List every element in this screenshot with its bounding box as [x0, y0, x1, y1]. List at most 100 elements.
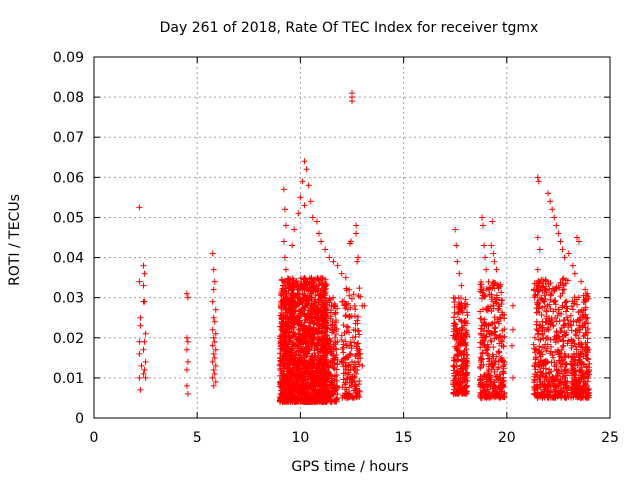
- roti-point: [580, 307, 587, 314]
- roti-point: [348, 295, 355, 302]
- roti-point: [453, 390, 460, 397]
- roti-point: [459, 390, 466, 397]
- roti-point: [481, 392, 488, 399]
- roti-point: [543, 374, 550, 381]
- roti-point: [495, 348, 502, 355]
- roti-point: [285, 281, 292, 288]
- roti-point: [285, 377, 292, 384]
- roti-point: [353, 351, 360, 358]
- roti-point: [281, 332, 288, 339]
- roti-point: [356, 285, 363, 292]
- roti-point: [569, 306, 576, 313]
- roti-point: [301, 202, 308, 209]
- roti-point: [141, 270, 148, 277]
- roti-point: [580, 388, 587, 395]
- roti-point: [488, 360, 495, 367]
- roti-point: [573, 351, 580, 358]
- roti-point: [289, 398, 296, 405]
- roti-point: [481, 372, 488, 379]
- roti-point: [556, 350, 563, 357]
- roti-point: [281, 279, 288, 286]
- roti-point: [481, 242, 488, 249]
- roti-point: [547, 279, 554, 286]
- roti-point: [347, 351, 354, 358]
- roti-point: [453, 331, 460, 338]
- roti-point: [456, 270, 463, 277]
- roti-point: [332, 309, 339, 316]
- roti-point: [483, 266, 490, 273]
- roti-point: [349, 98, 355, 105]
- roti-point: [478, 322, 485, 329]
- roti-point: [341, 381, 348, 388]
- roti-point: [536, 322, 543, 329]
- roti-point: [558, 354, 565, 361]
- roti-point: [531, 363, 538, 370]
- roti-point: [574, 301, 581, 308]
- roti-point: [353, 222, 360, 229]
- roti-point: [345, 324, 352, 331]
- roti-point: [306, 332, 313, 339]
- roti-point: [348, 382, 355, 389]
- roti-point: [585, 356, 592, 363]
- roti-point: [494, 366, 501, 373]
- roti-point: [340, 322, 347, 329]
- roti-point: [333, 352, 340, 359]
- roti-point: [287, 373, 294, 380]
- roti-point: [531, 334, 538, 341]
- roti-point: [452, 372, 459, 379]
- roti-point: [559, 302, 566, 309]
- roti-point: [293, 372, 300, 379]
- roti-point: [547, 305, 554, 312]
- roti-point: [562, 280, 569, 287]
- roti-point: [542, 365, 549, 372]
- roti-point: [492, 373, 499, 380]
- roti-point: [559, 246, 566, 253]
- roti-point: [211, 370, 218, 377]
- roti-point: [184, 338, 191, 345]
- roti-point: [536, 343, 543, 350]
- roti-point: [487, 372, 494, 379]
- roti-point: [136, 204, 143, 211]
- roti-point: [308, 385, 315, 392]
- roti-point: [298, 338, 305, 345]
- roti-point: [282, 266, 289, 273]
- roti-point: [572, 357, 579, 364]
- roti-point: [282, 306, 289, 313]
- roti-point: [461, 360, 468, 367]
- roti-point: [488, 242, 495, 249]
- roti-point: [353, 230, 360, 237]
- roti-point: [568, 338, 575, 345]
- roti-point: [575, 377, 582, 384]
- roti-point: [573, 332, 580, 339]
- y-tick-label: 0.06: [53, 170, 84, 186]
- roti-point: [183, 366, 190, 373]
- roti-point: [301, 354, 308, 361]
- roti-point: [546, 381, 553, 388]
- roti-point: [501, 389, 508, 396]
- roti-point: [551, 363, 558, 370]
- roti-point: [141, 366, 148, 373]
- y-tick-label: 0.02: [53, 331, 84, 347]
- roti-point: [495, 284, 502, 291]
- roti-point: [294, 360, 301, 367]
- roti-point: [278, 319, 285, 326]
- roti-point: [564, 369, 571, 376]
- roti-point: [303, 345, 310, 352]
- roti-point: [481, 332, 488, 339]
- roti-point: [576, 359, 583, 366]
- roti-point: [478, 355, 485, 362]
- roti-point: [560, 322, 567, 329]
- roti-point: [329, 327, 336, 334]
- roti-point: [585, 394, 592, 401]
- roti-point: [291, 226, 298, 233]
- roti-point: [539, 330, 546, 337]
- roti-point: [551, 214, 558, 221]
- roti-point: [321, 318, 328, 325]
- roti-point: [531, 294, 538, 301]
- roti-point: [285, 367, 292, 374]
- roti-point: [545, 325, 552, 332]
- roti-point: [345, 390, 352, 397]
- roti-point: [327, 313, 334, 320]
- roti-point: [561, 379, 568, 386]
- roti-point: [535, 178, 542, 185]
